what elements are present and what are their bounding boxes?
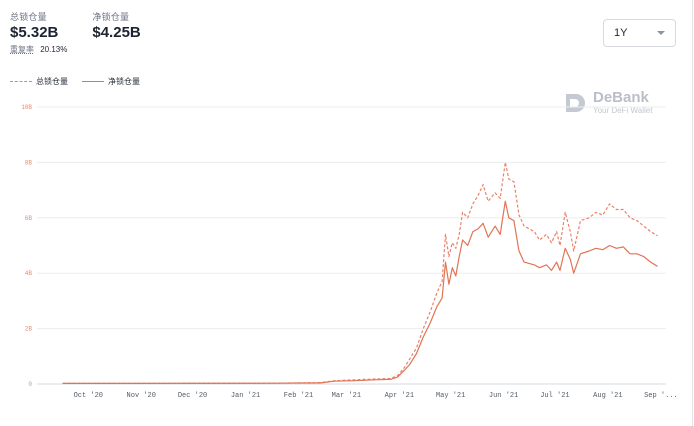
duplication-ratio: 重复率 20.13% xyxy=(10,44,67,55)
y-tick-label: 0 xyxy=(28,381,32,388)
solid-line-swatch-icon xyxy=(82,81,104,82)
chart-legend: 总锁仓量 净锁仓量 xyxy=(10,76,140,87)
x-tick-label: Oct '20 xyxy=(74,392,103,400)
total-tvl-stat: 总锁仓量 $5.32B xyxy=(10,10,58,41)
legend-label-total: 总锁仓量 xyxy=(36,77,68,86)
x-tick-label: Sep '... xyxy=(644,392,678,400)
dashed-line-swatch-icon xyxy=(10,81,32,82)
x-tick-label: Jul '21 xyxy=(540,392,569,400)
stats-row: 总锁仓量 $5.32B 净锁仓量 $4.25B xyxy=(10,10,141,41)
net-tvl-label: 净锁仓量 xyxy=(92,12,130,22)
net-tvl-stat: 净锁仓量 $4.25B xyxy=(92,10,140,41)
y-tick-label: 10B xyxy=(21,104,32,111)
legend-label-net: 净锁仓量 xyxy=(108,77,140,86)
series-line-1 xyxy=(62,200,658,384)
chart-series xyxy=(62,161,658,384)
y-axis-ticks: 0 2B 4B 6B 8B 10B xyxy=(21,104,32,388)
legend-item-total[interactable]: 总锁仓量 xyxy=(10,76,68,87)
watermark-brand: DeBank xyxy=(593,89,649,106)
x-tick-label: Jun '21 xyxy=(489,392,518,400)
net-tvl-value: $4.25B xyxy=(92,24,141,41)
x-tick-label: Apr '21 xyxy=(385,392,414,400)
x-tick-label: Dec '20 xyxy=(178,392,207,400)
x-tick-label: Nov '20 xyxy=(127,392,156,400)
y-tick-label: 6B xyxy=(25,215,33,222)
total-tvl-label: 总锁仓量 xyxy=(10,12,47,22)
period-select-value: 1Y xyxy=(614,27,628,39)
duplication-ratio-label[interactable]: 重复率 xyxy=(10,45,34,54)
chart-grid xyxy=(37,106,666,385)
x-tick-label: Jan '21 xyxy=(231,392,260,400)
x-axis-ticks: Oct '20 Nov '20 Dec '20 Jan '21 Feb '21 Mar '… xyxy=(74,392,678,400)
series-line-0 xyxy=(62,161,658,384)
watermark-tagline: Your DeFi Wallet xyxy=(593,106,653,115)
y-tick-label: 2B xyxy=(25,326,33,333)
total-tvl-value: $5.32B xyxy=(10,24,59,41)
right-border xyxy=(692,0,693,426)
duplication-ratio-value: 20.13% xyxy=(40,45,68,54)
y-tick-label: 4B xyxy=(25,270,33,277)
x-tick-label: Aug '21 xyxy=(593,392,622,400)
x-tick-label: Feb '21 xyxy=(284,392,313,400)
x-tick-label: Mar '21 xyxy=(332,392,361,400)
chevron-down-icon xyxy=(657,31,665,35)
x-tick-label: May '21 xyxy=(436,392,465,400)
y-tick-label: 8B xyxy=(25,159,33,166)
legend-item-net[interactable]: 净锁仓量 xyxy=(82,76,140,87)
period-select[interactable]: 1Y xyxy=(603,19,676,47)
